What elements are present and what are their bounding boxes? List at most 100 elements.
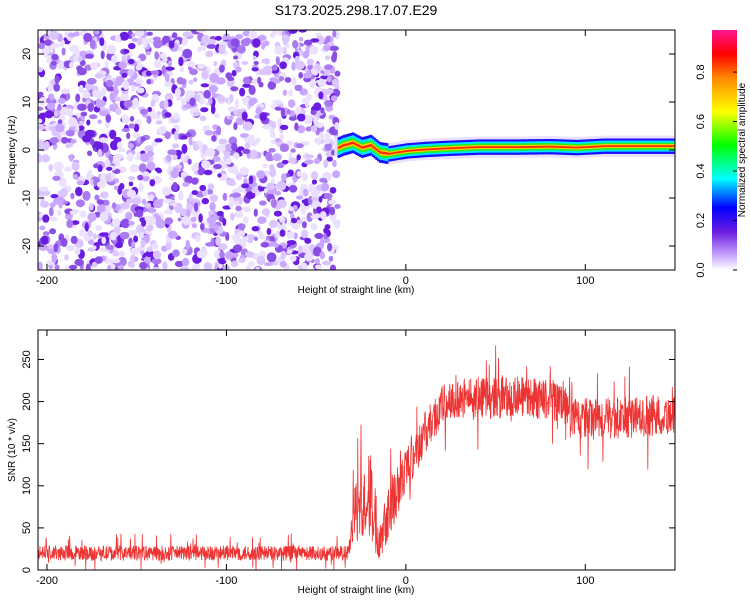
- noise-speckle: [185, 239, 191, 250]
- noise-speckle: [215, 236, 222, 246]
- noise-speckle: [87, 169, 93, 178]
- colorbar-axis: 0.0 0.2 0.4 0.6 0.8: [695, 64, 737, 278]
- signal-band: [660, 145, 663, 147]
- noise-speckle: [67, 108, 74, 118]
- noise-speckle: [46, 97, 51, 104]
- noise-speckle: [46, 102, 56, 111]
- noise-speckle: [128, 58, 135, 65]
- noise-speckle: [64, 254, 69, 261]
- x-tick-label: 100: [576, 275, 594, 287]
- noise-speckle: [149, 216, 157, 226]
- noise-speckle: [222, 192, 228, 201]
- noise-speckle: [180, 171, 188, 178]
- noise-speckle: [144, 145, 154, 152]
- noise-speckle: [180, 36, 188, 46]
- noise-speckle: [266, 228, 272, 235]
- noise-speckle: [306, 212, 313, 223]
- noise-speckle: [88, 114, 98, 120]
- noise-speckle: [152, 266, 160, 270]
- noise-speckle: [314, 258, 320, 265]
- noise-speckle: [328, 255, 334, 262]
- signal-band: [436, 148, 439, 150]
- noise-speckle: [133, 123, 140, 133]
- noise-speckle: [133, 235, 139, 243]
- signal-band: [405, 150, 409, 152]
- noise-speckle: [258, 231, 264, 240]
- noise-speckle: [204, 130, 214, 136]
- noise-speckle: [283, 36, 288, 46]
- noise-speckle: [120, 93, 129, 101]
- signal-band: [527, 146, 531, 148]
- signal-band: [341, 144, 344, 148]
- noise-speckle: [200, 107, 209, 113]
- signal-band: [352, 141, 355, 144]
- noise-speckle: [38, 244, 49, 251]
- noise-speckle: [272, 30, 277, 36]
- noise-speckle: [104, 159, 111, 167]
- signal-band: [553, 145, 556, 148]
- noise-speckle: [218, 138, 228, 145]
- noise-speckle: [186, 208, 191, 218]
- noise-speckle: [118, 264, 124, 270]
- noise-speckle: [324, 133, 332, 138]
- signal-band: [359, 145, 362, 148]
- y-tick-label: 200: [21, 392, 33, 410]
- noise-speckle: [126, 198, 134, 204]
- y-tick-label: 50: [21, 522, 33, 534]
- noise-speckle: [242, 83, 251, 88]
- noise-speckle: [280, 250, 287, 260]
- noise-speckle: [331, 78, 339, 86]
- noise-speckle: [165, 66, 175, 71]
- noise-speckle: [312, 69, 319, 76]
- y-tick-label: 100: [21, 477, 33, 495]
- noise-speckle: [302, 98, 308, 104]
- noise-speckle: [144, 202, 152, 210]
- noise-speckle: [250, 149, 258, 160]
- noise-speckle: [53, 243, 59, 253]
- noise-speckle: [60, 136, 69, 144]
- noise-speckle: [269, 167, 277, 178]
- signal-band: [563, 146, 566, 148]
- noise-speckle: [193, 111, 201, 116]
- snr-axes: -200 -100 0 100 0 50 100 150 200 250: [21, 330, 675, 587]
- noise-speckle: [314, 264, 323, 270]
- noise-speckle: [288, 157, 297, 164]
- signal-band: [551, 145, 554, 148]
- noise-speckle: [123, 99, 133, 108]
- noise-speckle: [113, 136, 122, 143]
- noise-speckle: [301, 262, 308, 270]
- noise-speckle: [174, 130, 179, 141]
- noise-speckle: [231, 142, 238, 152]
- noise-speckle: [75, 186, 83, 197]
- signal-band: [477, 146, 480, 148]
- noise-speckle: [86, 119, 91, 126]
- noise-speckle: [46, 244, 56, 249]
- noise-speckle: [127, 68, 135, 77]
- noise-speckle: [98, 100, 107, 107]
- signal-band: [673, 145, 675, 147]
- noise-speckle: [110, 155, 121, 165]
- noise-speckle: [182, 216, 191, 226]
- signal-band: [614, 145, 617, 147]
- noise-speckle: [85, 82, 92, 90]
- noise-speckle: [231, 233, 240, 241]
- noise-speckle: [142, 175, 150, 182]
- signal-band: [578, 146, 581, 149]
- signal-band: [409, 149, 412, 152]
- signal-band: [378, 151, 382, 154]
- noise-speckle: [109, 231, 117, 241]
- noise-speckle: [219, 251, 225, 259]
- signal-band: [615, 145, 619, 147]
- signal-band: [579, 146, 583, 149]
- noise-speckle: [211, 135, 217, 142]
- signal-band: [396, 151, 400, 154]
- noise-speckle: [152, 242, 159, 250]
- noise-speckle: [174, 260, 184, 268]
- noise-speckle: [90, 62, 99, 70]
- noise-speckle: [58, 177, 67, 188]
- noise-speckle: [155, 120, 163, 125]
- noise-speckle: [187, 61, 196, 68]
- signal-band: [592, 145, 595, 148]
- noise-speckle: [303, 72, 311, 79]
- noise-speckle: [146, 79, 151, 85]
